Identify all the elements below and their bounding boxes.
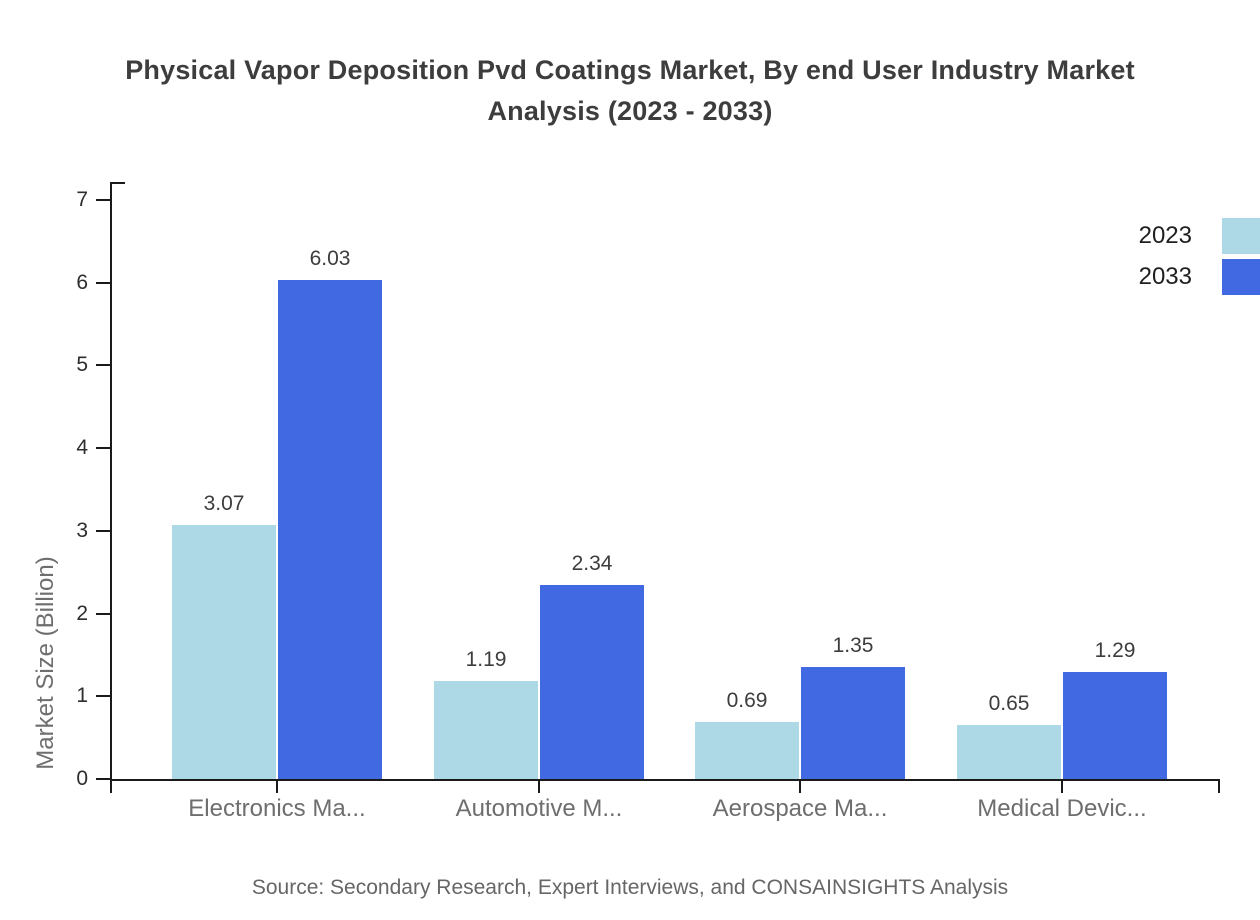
y-axis-top-cap: [110, 182, 125, 184]
y-tick: [96, 529, 110, 532]
legend-item-2023: 2023: [1139, 218, 1260, 254]
bar-value-label: 1.35: [832, 634, 874, 657]
bar-2023-2: [695, 722, 799, 779]
x-category-label: Aerospace Ma...: [712, 795, 888, 822]
bar-2023-1: [434, 681, 538, 779]
x-tick: [799, 779, 801, 793]
x-category-label: Automotive M...: [455, 795, 623, 822]
y-tick-label: 5: [76, 353, 88, 377]
bar-value-label: 3.07: [203, 492, 245, 515]
y-axis-title: Market Size (Billion): [32, 556, 59, 770]
x-axis-spine: [110, 779, 1220, 781]
y-tick: [96, 695, 110, 698]
bar-value-label: 0.69: [726, 689, 768, 712]
y-tick-label: 4: [76, 436, 88, 460]
bar-2023-3: [957, 725, 1061, 779]
bar-2033-1: [540, 585, 644, 779]
legend: 2023 2033: [1139, 218, 1260, 300]
legend-swatch-2023: [1222, 218, 1260, 254]
x-tick: [1061, 779, 1063, 793]
bar-value-label: 1.29: [1094, 639, 1136, 662]
bar-value-label: 0.65: [988, 692, 1030, 715]
bar-2033-0: [278, 280, 382, 779]
legend-label-2023: 2023: [1138, 222, 1192, 249]
source-attribution: Source: Secondary Research, Expert Inter…: [251, 876, 1009, 899]
y-tick-label: 0: [76, 767, 88, 790]
legend-label-2033: 2033: [1138, 263, 1192, 290]
bar-value-label: 1.19: [465, 648, 507, 671]
x-tick: [276, 779, 278, 793]
x-category-label: Medical Devic...: [977, 795, 1147, 822]
y-tick: [96, 281, 110, 284]
y-tick-label: 1: [76, 684, 88, 708]
bar-2023-0: [172, 525, 276, 779]
y-tick: [96, 612, 110, 615]
bar-2033-2: [801, 667, 905, 779]
y-tick: [96, 778, 110, 780]
x-tick: [538, 779, 540, 793]
y-tick-label: 2: [76, 601, 88, 625]
y-tick-label: 7: [76, 188, 88, 211]
y-tick: [96, 447, 110, 450]
bar-value-label: 2.34: [571, 552, 613, 575]
bar-value-label: 6.03: [309, 247, 351, 270]
y-tick: [96, 199, 110, 201]
bar-2033-3: [1063, 672, 1167, 779]
legend-item-2033: 2033: [1139, 259, 1260, 295]
x-axis-end-tick: [1218, 779, 1220, 793]
y-tick-label: 3: [76, 518, 88, 542]
legend-swatch-2033: [1222, 259, 1260, 295]
y-tick: [96, 364, 110, 367]
chart-title: Physical Vapor Deposition Pvd Coatings M…: [125, 55, 1135, 126]
y-tick-label: 6: [76, 270, 88, 294]
x-category-label: Electronics Ma...: [188, 795, 366, 822]
y-axis-spine: [110, 182, 112, 793]
plot-area: Market Size (Billion) 0 1 2 3 4 5 6 7 3.07 1.19 0.…: [32, 182, 1220, 822]
